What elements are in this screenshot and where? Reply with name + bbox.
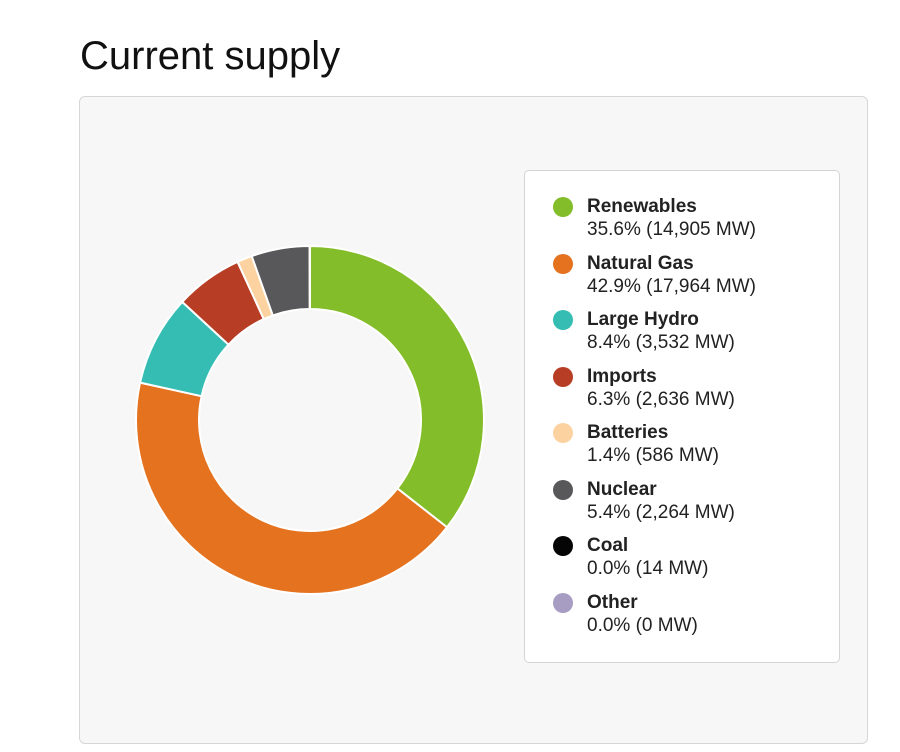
- legend-item-natural-gas[interactable]: Natural Gas 42.9% (17,964 MW): [553, 252, 839, 309]
- legend-value-nuclear: 5.4% (2,264 MW): [587, 501, 735, 523]
- legend-label-large-hydro: Large Hydro: [587, 309, 699, 330]
- legend-label-batteries: Batteries: [587, 422, 669, 443]
- legend-label-natural-gas: Natural Gas: [587, 252, 694, 274]
- legend-value-coal: 0.0% (14 MW): [587, 558, 709, 579]
- legend-value-renewables: 35.6% (14,905 MW): [587, 219, 756, 240]
- donut-chart: [135, 245, 485, 595]
- page-title: Current supply: [80, 34, 341, 78]
- legend-label-other: Other: [587, 591, 638, 613]
- legend-label-nuclear: Nuclear: [587, 478, 657, 500]
- legend-swatch-natural-gas: [553, 253, 573, 274]
- legend-item-imports[interactable]: Imports 6.3% (2,636 MW): [553, 365, 839, 422]
- legend-item-coal[interactable]: Coal 0.0% (14 MW): [553, 534, 839, 591]
- legend-swatch-imports: [553, 366, 573, 387]
- slice-natural-gas[interactable]: [135, 381, 449, 595]
- legend-swatch-renewables: [553, 197, 573, 217]
- legend-item-batteries[interactable]: Batteries 1.4% (586 MW): [553, 421, 839, 478]
- legend-swatch-coal: [553, 536, 573, 556]
- legend-swatch-large-hydro: [553, 310, 573, 330]
- legend-value-large-hydro: 8.4% (3,532 MW): [587, 332, 735, 353]
- legend-item-nuclear[interactable]: Nuclear 5.4% (2,264 MW): [553, 478, 839, 535]
- legend-swatch-other: [553, 592, 573, 613]
- legend-label-imports: Imports: [587, 365, 657, 387]
- legend-value-batteries: 1.4% (586 MW): [587, 445, 719, 466]
- legend-item-large-hydro[interactable]: Large Hydro 8.4% (3,532 MW): [553, 308, 839, 365]
- legend-label-renewables: Renewables: [587, 196, 697, 217]
- legend-swatch-batteries: [553, 423, 573, 443]
- legend-value-natural-gas: 42.9% (17,964 MW): [587, 275, 756, 297]
- legend-item-renewables[interactable]: Renewables 35.6% (14,905 MW): [553, 195, 839, 252]
- slice-renewables[interactable]: [309, 245, 485, 529]
- legend-item-other[interactable]: Other 0.0% (0 MW): [553, 591, 839, 648]
- legend-value-other: 0.0% (0 MW): [587, 614, 698, 636]
- legend-label-coal: Coal: [587, 535, 629, 556]
- chart-legend: Renewables 35.6% (14,905 MW) Natural Gas…: [524, 170, 840, 663]
- legend-value-imports: 6.3% (2,636 MW): [587, 388, 735, 410]
- legend-swatch-nuclear: [553, 479, 573, 500]
